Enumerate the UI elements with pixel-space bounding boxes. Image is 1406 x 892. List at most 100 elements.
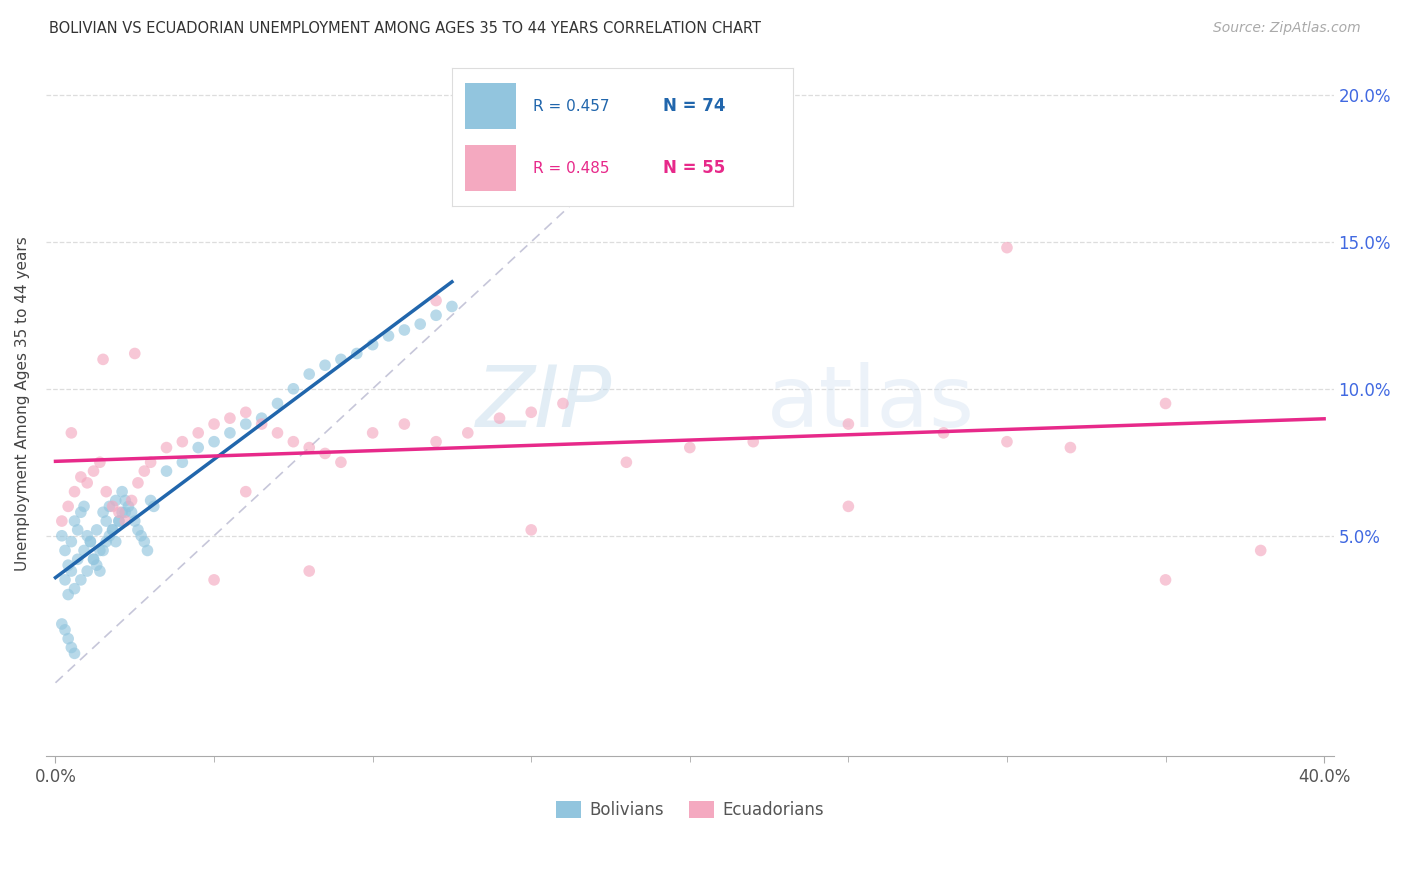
Point xyxy=(51,529,73,543)
Point xyxy=(995,434,1018,449)
Point xyxy=(111,484,134,499)
Point xyxy=(101,523,124,537)
Point xyxy=(91,505,114,519)
Point xyxy=(283,382,305,396)
Point xyxy=(266,425,288,440)
Point xyxy=(76,564,98,578)
Point xyxy=(114,514,136,528)
Point xyxy=(551,396,574,410)
Point xyxy=(679,161,702,176)
Point xyxy=(70,573,93,587)
Point xyxy=(108,514,131,528)
Point xyxy=(56,558,79,573)
Point xyxy=(837,417,859,431)
Point xyxy=(83,464,105,478)
Point xyxy=(70,470,93,484)
Point xyxy=(250,411,273,425)
Point xyxy=(837,500,859,514)
Point xyxy=(86,558,108,573)
Point xyxy=(361,337,384,351)
Point xyxy=(73,500,96,514)
Point xyxy=(56,500,79,514)
Point xyxy=(53,543,76,558)
Point xyxy=(1154,573,1177,587)
Point xyxy=(121,493,143,508)
Point xyxy=(1250,543,1272,558)
Point xyxy=(1059,441,1081,455)
Point xyxy=(104,534,127,549)
Point xyxy=(219,411,242,425)
Point xyxy=(76,475,98,490)
Point xyxy=(96,484,118,499)
Point xyxy=(298,367,321,381)
Point xyxy=(127,475,149,490)
Point xyxy=(124,514,146,528)
Point xyxy=(98,500,121,514)
Text: ZIP: ZIP xyxy=(477,362,613,445)
Point xyxy=(73,543,96,558)
Point xyxy=(76,529,98,543)
Point xyxy=(117,500,139,514)
Point xyxy=(235,417,257,431)
Point xyxy=(329,352,352,367)
Point xyxy=(127,523,149,537)
Point xyxy=(520,523,543,537)
Point xyxy=(89,543,111,558)
Point xyxy=(60,425,83,440)
Point xyxy=(111,505,134,519)
Point xyxy=(235,484,257,499)
Point xyxy=(394,417,416,431)
Point xyxy=(995,241,1018,255)
Point xyxy=(187,441,209,455)
Point xyxy=(616,455,638,469)
Point xyxy=(66,523,89,537)
Text: Source: ZipAtlas.com: Source: ZipAtlas.com xyxy=(1213,21,1361,36)
Point xyxy=(298,441,321,455)
Point xyxy=(129,529,152,543)
Point xyxy=(60,534,83,549)
Point xyxy=(314,446,336,460)
Legend: Bolivians, Ecuadorians: Bolivians, Ecuadorians xyxy=(550,794,831,825)
Point xyxy=(172,455,194,469)
Point xyxy=(142,500,165,514)
Point xyxy=(79,534,101,549)
Point xyxy=(219,425,242,440)
Point xyxy=(53,623,76,637)
Point xyxy=(104,493,127,508)
Point xyxy=(409,317,432,331)
Point xyxy=(63,582,86,596)
Point xyxy=(425,293,447,308)
Point xyxy=(108,514,131,528)
Point xyxy=(457,425,479,440)
Point xyxy=(202,573,225,587)
Point xyxy=(96,534,118,549)
Point xyxy=(488,411,510,425)
Point xyxy=(70,505,93,519)
Point xyxy=(1154,396,1177,410)
Point xyxy=(298,564,321,578)
Point xyxy=(155,441,177,455)
Point xyxy=(134,534,156,549)
Point xyxy=(425,434,447,449)
Point xyxy=(60,564,83,578)
Point xyxy=(314,358,336,372)
Point xyxy=(56,632,79,646)
Point xyxy=(96,514,118,528)
Point xyxy=(394,323,416,337)
Point xyxy=(51,514,73,528)
Point xyxy=(56,588,79,602)
Point xyxy=(377,329,399,343)
Point xyxy=(101,500,124,514)
Text: BOLIVIAN VS ECUADORIAN UNEMPLOYMENT AMONG AGES 35 TO 44 YEARS CORRELATION CHART: BOLIVIAN VS ECUADORIAN UNEMPLOYMENT AMON… xyxy=(49,21,761,37)
Point xyxy=(283,434,305,449)
Point xyxy=(101,523,124,537)
Point xyxy=(134,464,156,478)
Point xyxy=(98,529,121,543)
Point xyxy=(139,455,162,469)
Point xyxy=(932,425,955,440)
Point xyxy=(83,552,105,566)
Point xyxy=(329,455,352,469)
Point xyxy=(136,543,159,558)
Point xyxy=(89,564,111,578)
Point xyxy=(250,417,273,431)
